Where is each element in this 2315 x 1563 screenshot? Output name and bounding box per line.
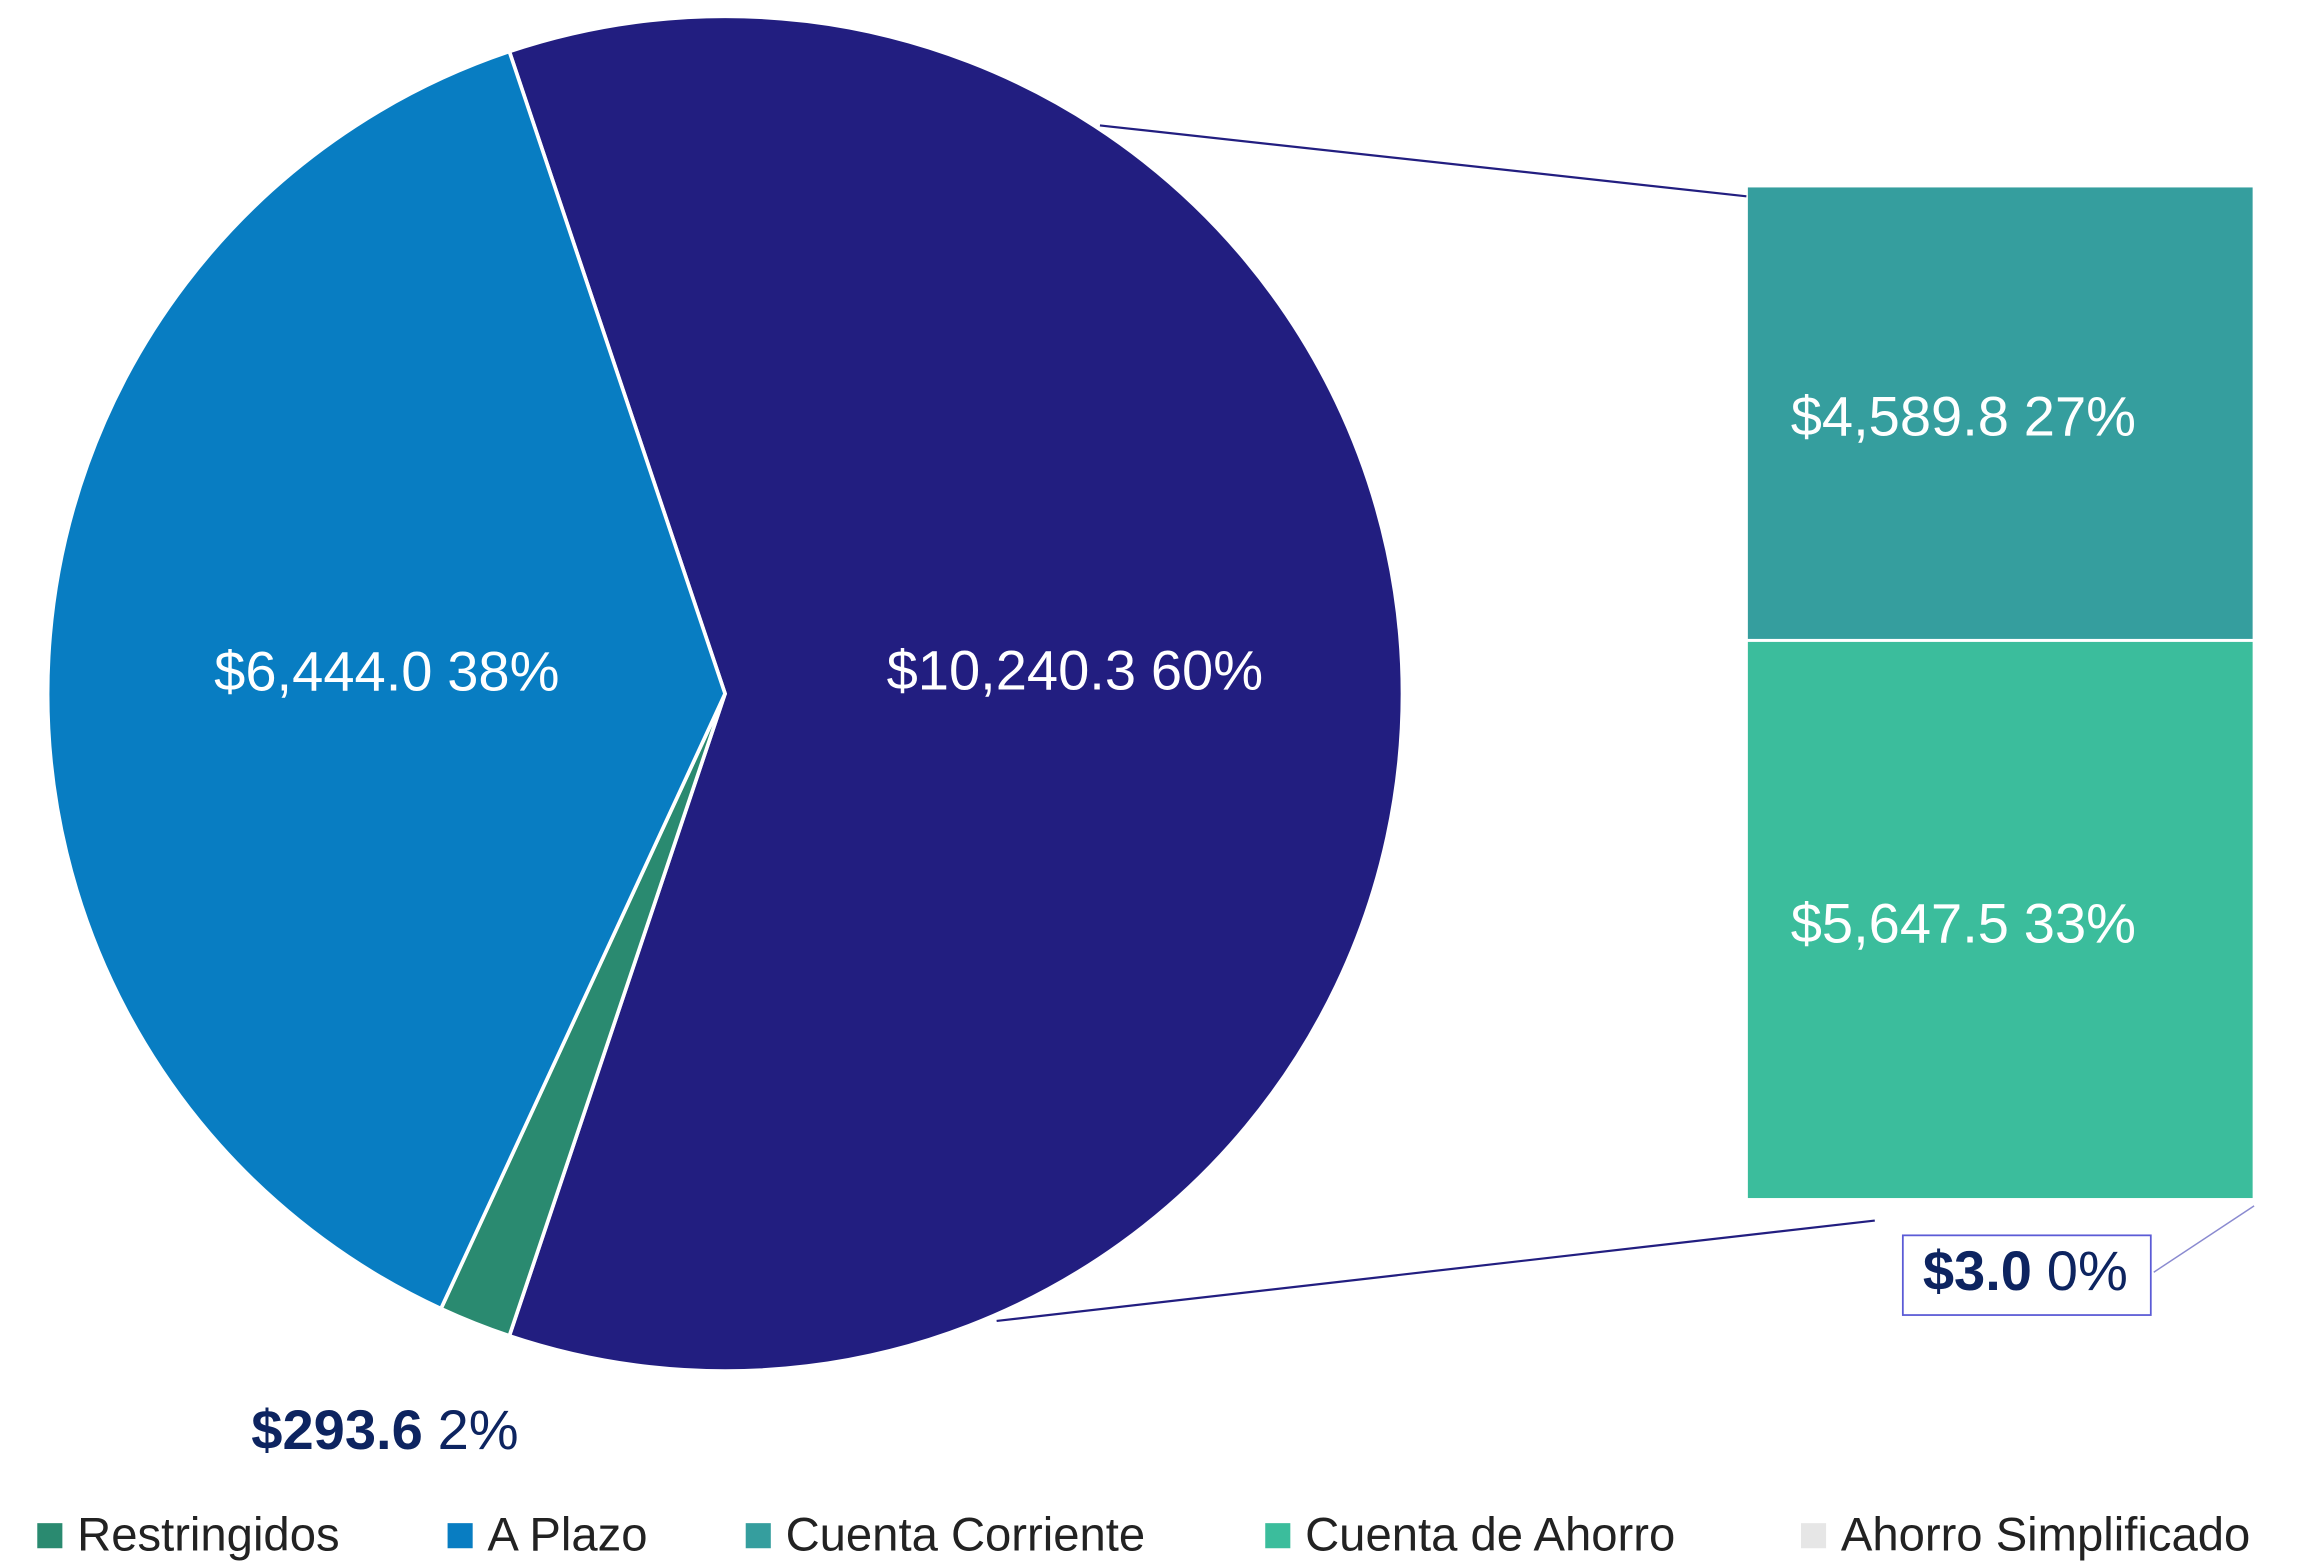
legend-swatch (1265, 1523, 1291, 1549)
bar-segment (1744, 1198, 2256, 1202)
data-label: $5,647.5 33% (1791, 891, 2136, 954)
connector (996, 1219, 1875, 1323)
percent-label: 2% (438, 1398, 519, 1461)
value-label: $4,589.8 (1791, 384, 2009, 447)
percent-label: 33% (2024, 891, 2136, 954)
legend-swatch (37, 1523, 63, 1549)
legend-label: Ahorro Simplificado (1841, 1508, 2250, 1561)
legend-swatch (447, 1523, 473, 1549)
data-label: $3.0 0% (1923, 1239, 2128, 1302)
data-label: $6,444.0 38% (214, 639, 559, 702)
legend-label: Cuenta Corriente (786, 1508, 1146, 1561)
value-label: $10,240.3 (887, 638, 1136, 701)
percent-label: 60% (1151, 638, 1263, 701)
legend-label: Cuenta de Ahorro (1305, 1508, 1675, 1561)
bar-segment (1744, 184, 2256, 642)
value-label: $293.6 (251, 1398, 423, 1461)
legend-label: Restringidos (77, 1508, 339, 1561)
legend-swatch (745, 1523, 771, 1549)
bar-segment (1744, 638, 2256, 1202)
value-label: $6,444.0 (214, 639, 432, 702)
percent-label: 27% (2024, 384, 2136, 447)
percent-label: 0% (2047, 1239, 2128, 1302)
legend-label: A Plazo (487, 1508, 647, 1561)
value-label: $5,647.5 (1791, 891, 2009, 954)
value-label: $3.0 (1923, 1239, 2032, 1302)
label-box (1901, 1234, 2152, 1316)
percent-label: 38% (447, 639, 559, 702)
data-label: $10,240.3 60% (887, 638, 1263, 701)
connector (1099, 124, 1747, 198)
data-label: $293.6 2% (251, 1398, 518, 1461)
legend-swatch (1801, 1523, 1827, 1549)
pie-slice (45, 49, 728, 1312)
pie-slice (507, 14, 1405, 1373)
leader-line (2153, 1205, 2255, 1273)
data-label: $4,589.8 27% (1791, 384, 2136, 447)
